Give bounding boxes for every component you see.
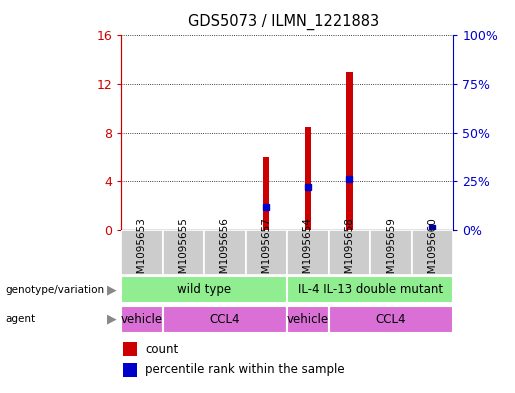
- Text: wild type: wild type: [177, 283, 231, 296]
- Text: GSM1095656: GSM1095656: [220, 218, 230, 287]
- Bar: [287, 306, 329, 333]
- Text: IL-4 IL-13 double mutant: IL-4 IL-13 double mutant: [298, 283, 443, 296]
- Bar: [287, 276, 453, 303]
- Text: agent: agent: [5, 314, 35, 324]
- Bar: [163, 230, 204, 275]
- Text: ▶: ▶: [108, 313, 117, 326]
- Bar: [121, 230, 163, 275]
- Text: GSM1095657: GSM1095657: [261, 218, 271, 287]
- Bar: [204, 230, 246, 275]
- Text: CCL4: CCL4: [210, 313, 240, 326]
- Text: GSM1095653: GSM1095653: [137, 218, 147, 287]
- Bar: [370, 230, 411, 275]
- Text: count: count: [145, 343, 178, 356]
- Text: vehicle: vehicle: [121, 313, 163, 326]
- Bar: [305, 127, 311, 230]
- Bar: [346, 72, 352, 230]
- Text: ▶: ▶: [108, 283, 117, 296]
- Bar: [329, 230, 370, 275]
- Bar: [263, 157, 269, 230]
- Text: GSM1095659: GSM1095659: [386, 218, 396, 287]
- Bar: [329, 306, 453, 333]
- Bar: [121, 276, 287, 303]
- Bar: [411, 230, 453, 275]
- Text: percentile rank within the sample: percentile rank within the sample: [145, 364, 345, 376]
- Bar: [246, 230, 287, 275]
- Text: vehicle: vehicle: [287, 313, 329, 326]
- Bar: [123, 363, 137, 377]
- Text: GDS5073 / ILMN_1221883: GDS5073 / ILMN_1221883: [187, 14, 379, 30]
- Text: GSM1095654: GSM1095654: [303, 218, 313, 287]
- Bar: [121, 306, 163, 333]
- Text: GSM1095655: GSM1095655: [178, 218, 188, 287]
- Text: genotype/variation: genotype/variation: [5, 285, 104, 295]
- Text: GSM1095658: GSM1095658: [345, 218, 354, 287]
- Text: CCL4: CCL4: [375, 313, 406, 326]
- Bar: [163, 306, 287, 333]
- Bar: [123, 342, 137, 356]
- Text: GSM1095660: GSM1095660: [427, 218, 437, 287]
- Bar: [287, 230, 329, 275]
